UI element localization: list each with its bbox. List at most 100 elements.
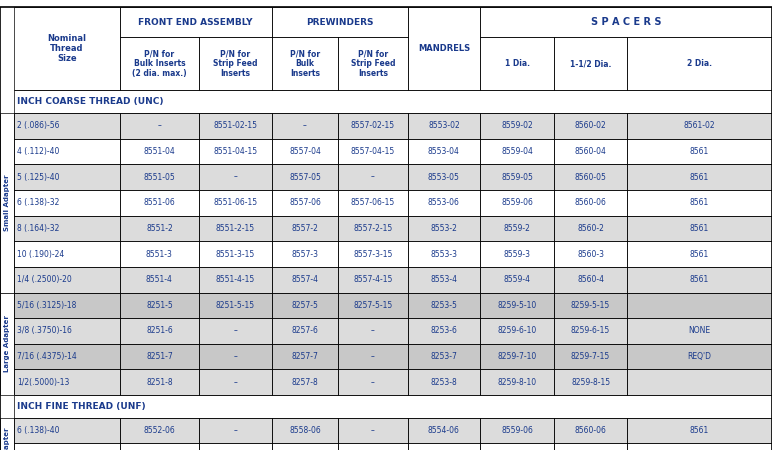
Text: 8561: 8561 bbox=[690, 173, 709, 182]
Bar bbox=[338, 267, 408, 292]
Text: –: – bbox=[233, 426, 238, 435]
Bar bbox=[272, 113, 338, 139]
Bar bbox=[272, 216, 338, 241]
Bar bbox=[14, 241, 120, 267]
Bar bbox=[554, 418, 627, 443]
Bar bbox=[0, 292, 14, 395]
Bar bbox=[408, 113, 480, 139]
Bar bbox=[14, 369, 120, 395]
Bar bbox=[14, 164, 120, 190]
Text: 1/4 (.2500)-20: 1/4 (.2500)-20 bbox=[17, 275, 72, 284]
Bar bbox=[480, 164, 554, 190]
Text: 8561: 8561 bbox=[690, 275, 709, 284]
Bar bbox=[338, 267, 408, 292]
Bar bbox=[199, 241, 272, 267]
Bar bbox=[480, 292, 554, 318]
Text: –: – bbox=[157, 122, 161, 130]
Text: NONE: NONE bbox=[689, 327, 710, 336]
Text: Nominal
Thread
Size: Nominal Thread Size bbox=[47, 34, 86, 63]
Text: 8251-5-15: 8251-5-15 bbox=[216, 301, 255, 310]
Bar bbox=[480, 113, 554, 139]
Text: 8557-2-15: 8557-2-15 bbox=[354, 224, 392, 233]
Bar bbox=[408, 292, 480, 318]
Text: PREWINDERS: PREWINDERS bbox=[306, 18, 374, 27]
Bar bbox=[272, 318, 338, 344]
Bar bbox=[120, 344, 199, 369]
Bar bbox=[408, 418, 480, 443]
Bar bbox=[14, 418, 120, 443]
Bar bbox=[272, 369, 338, 395]
Text: 8552-06: 8552-06 bbox=[144, 426, 175, 435]
Bar bbox=[199, 190, 272, 216]
Bar bbox=[627, 344, 772, 369]
Text: 8259-5-15: 8259-5-15 bbox=[571, 301, 610, 310]
Bar bbox=[120, 190, 199, 216]
Bar bbox=[14, 267, 120, 292]
Text: 8561: 8561 bbox=[690, 250, 709, 259]
Text: 8551-4-15: 8551-4-15 bbox=[216, 275, 255, 284]
Text: 8557-02-15: 8557-02-15 bbox=[350, 122, 395, 130]
Text: 8560-4: 8560-4 bbox=[577, 275, 604, 284]
Text: 8561: 8561 bbox=[690, 224, 709, 233]
Bar bbox=[554, 344, 627, 369]
Bar bbox=[14, 7, 120, 90]
Bar bbox=[120, 139, 199, 164]
Text: 1-1/2 Dia.: 1-1/2 Dia. bbox=[570, 59, 611, 68]
Bar bbox=[554, 292, 627, 318]
Text: 8251-5: 8251-5 bbox=[146, 301, 173, 310]
Text: 8553-05: 8553-05 bbox=[428, 173, 460, 182]
Text: 8560-02: 8560-02 bbox=[574, 122, 607, 130]
Text: 8560-06: 8560-06 bbox=[574, 426, 607, 435]
Text: 8560-05: 8560-05 bbox=[574, 173, 607, 182]
Bar bbox=[480, 443, 554, 450]
Bar bbox=[199, 164, 272, 190]
Bar bbox=[120, 113, 199, 139]
Bar bbox=[554, 443, 627, 450]
Text: –: – bbox=[233, 352, 238, 361]
Bar bbox=[627, 318, 772, 344]
Bar bbox=[627, 443, 772, 450]
Text: 8553-06: 8553-06 bbox=[428, 198, 460, 207]
Bar bbox=[627, 139, 772, 164]
Bar bbox=[14, 267, 120, 292]
Bar bbox=[338, 344, 408, 369]
Bar bbox=[14, 113, 120, 139]
Bar bbox=[272, 37, 338, 90]
Bar bbox=[120, 318, 199, 344]
Bar bbox=[199, 139, 272, 164]
Bar bbox=[480, 37, 554, 90]
Text: 2 (.086)-56: 2 (.086)-56 bbox=[17, 122, 59, 130]
Bar bbox=[554, 190, 627, 216]
Bar bbox=[120, 318, 199, 344]
Bar bbox=[120, 369, 199, 395]
Bar bbox=[554, 369, 627, 395]
Bar bbox=[272, 443, 338, 450]
Bar bbox=[272, 344, 338, 369]
Bar bbox=[408, 369, 480, 395]
Bar bbox=[120, 418, 199, 443]
Bar bbox=[14, 216, 120, 241]
Bar bbox=[199, 369, 272, 395]
Bar bbox=[554, 37, 627, 90]
Bar bbox=[627, 113, 772, 139]
Bar bbox=[199, 344, 272, 369]
Bar bbox=[120, 344, 199, 369]
Text: 8557-2: 8557-2 bbox=[292, 224, 318, 233]
Text: 8559-4: 8559-4 bbox=[504, 275, 530, 284]
Text: 8559-3: 8559-3 bbox=[504, 250, 530, 259]
Bar bbox=[338, 113, 408, 139]
Bar bbox=[272, 164, 338, 190]
Text: 8551-2-15: 8551-2-15 bbox=[216, 224, 255, 233]
Text: 8257-6: 8257-6 bbox=[292, 327, 318, 336]
Bar bbox=[627, 443, 772, 450]
Text: 8559-04: 8559-04 bbox=[501, 147, 533, 156]
Bar bbox=[408, 241, 480, 267]
Bar bbox=[120, 216, 199, 241]
Text: INCH COARSE THREAD (UNC): INCH COARSE THREAD (UNC) bbox=[17, 97, 164, 106]
Bar bbox=[480, 267, 554, 292]
Text: 8559-2: 8559-2 bbox=[504, 224, 530, 233]
Bar bbox=[120, 7, 272, 37]
Bar bbox=[272, 241, 338, 267]
Bar bbox=[554, 267, 627, 292]
Bar bbox=[408, 369, 480, 395]
